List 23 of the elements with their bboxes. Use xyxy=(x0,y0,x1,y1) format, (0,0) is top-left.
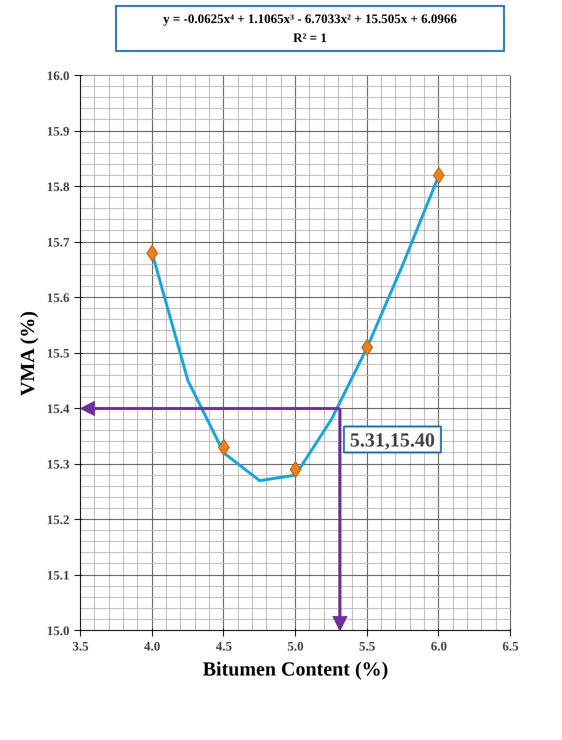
x-tick-label: 5.0 xyxy=(287,638,304,654)
x-tick-label: 3.5 xyxy=(72,638,90,654)
x-axis-title: Bitumen Content (%) xyxy=(202,658,388,680)
x-tick-label: 6.0 xyxy=(430,638,447,654)
x-tick-label: 4.5 xyxy=(216,638,232,654)
y-tick-label: 15.4 xyxy=(46,401,70,416)
y-tick-label: 15.3 xyxy=(46,456,70,472)
text: R² = 1 xyxy=(293,30,327,45)
x-tick-label: 5.5 xyxy=(359,638,376,654)
y-tick-label: 15.8 xyxy=(46,179,70,194)
y-tick-label: 15.9 xyxy=(46,124,70,138)
y-axis-title: VMA (%) xyxy=(16,311,39,396)
x-tick-label: 4.0 xyxy=(144,638,160,654)
y-tick-label: 15.5 xyxy=(46,346,70,360)
y-tick-label: 15.2 xyxy=(46,512,70,527)
text: y = -0.0625x⁴ + 1.1065x³ - 6.7033x² + 15.505x + 6.0966 xyxy=(163,11,457,26)
y-tick-label: 15.0 xyxy=(46,623,70,638)
x-tick-label: 6.5 xyxy=(502,638,520,654)
y-tick-label: 15.1 xyxy=(46,568,70,582)
y-tick-label: 16.0 xyxy=(46,68,70,83)
y-tick-label: 15.7 xyxy=(46,234,70,250)
annotation: 5.31,15.40 xyxy=(350,430,435,452)
y-tick-label: 15.6 xyxy=(46,290,70,305)
